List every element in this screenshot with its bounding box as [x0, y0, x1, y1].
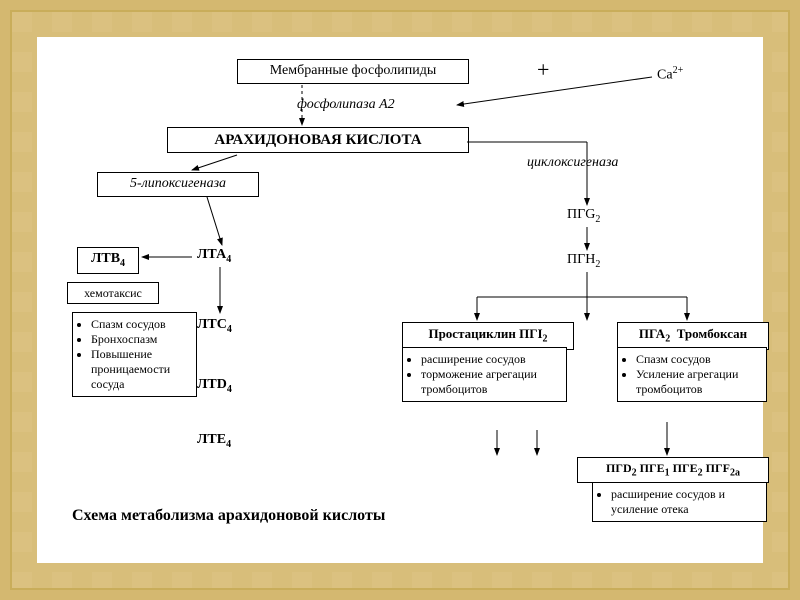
label-ltc4: ЛТС4	[197, 317, 232, 335]
node-5-lipoxygenase: 5-липоксигеназа	[97, 172, 259, 197]
node-pg-series: ПГD2 ПГЕ1 ПГЕ2 ПГF2а	[577, 457, 769, 483]
decorative-frame: Мембранные фосфолипиды + Ca2+ фосфолипаз…	[10, 10, 790, 590]
node-ltb4: ЛТВ4	[77, 247, 139, 274]
label-ltd4: ЛТD4	[197, 377, 232, 395]
node-chemotaxis: хемотаксис	[67, 282, 159, 304]
bullet: торможение агрегации тромбоцитов	[421, 367, 560, 397]
node-membrane-phospholipids: Мембранные фосфолипиды	[237, 59, 469, 84]
node-arachidonic-acid: АРАХИДОНОВАЯ КИСЛОТА	[167, 127, 469, 153]
label-phospholipase-a2: фосфолипаза А2	[297, 97, 395, 113]
bullet: расширение сосудов	[421, 352, 560, 367]
box-prostacyclin-effects: расширение сосудов торможение агрегации …	[402, 347, 567, 402]
bullet: Повышение проницаемости сосуда	[91, 347, 190, 392]
bullet: Усиление агрегации тромбоцитов	[636, 367, 760, 397]
plus-sign: +	[537, 57, 549, 83]
box-pg-series-effects: расширение сосудов и усиление отека	[592, 482, 767, 522]
node-prostacyclin: Простациклин ПГІ2	[402, 322, 574, 350]
label-pgh2: ПГН2	[567, 252, 600, 270]
label-cyclooxygenase: циклоксигеназа	[527, 155, 618, 171]
bullet: Спазм сосудов	[636, 352, 760, 367]
label-ca2plus: Ca2+	[657, 65, 683, 84]
node-thromboxane: ПГА2 Тромбоксан	[617, 322, 769, 350]
bullet: Бронхоспазм	[91, 332, 190, 347]
box-thromboxane-effects: Спазм сосудов Усиление агрегации тромбоц…	[617, 347, 767, 402]
bullet: Спазм сосудов	[91, 317, 190, 332]
box-leukotriene-effects: Спазм сосудов Бронхоспазм Повышение прон…	[72, 312, 197, 397]
diagram-caption: Схема метаболизма арахидоновой кислоты	[72, 507, 385, 525]
bullet: расширение сосудов и усиление отека	[611, 487, 760, 517]
label-lte4: ЛТЕ4	[197, 432, 231, 450]
label-pgg2: ПГG2	[567, 207, 600, 225]
label-lta4: ЛТА4	[197, 247, 231, 265]
diagram-sheet: Мембранные фосфолипиды + Ca2+ фосфолипаз…	[37, 37, 763, 563]
